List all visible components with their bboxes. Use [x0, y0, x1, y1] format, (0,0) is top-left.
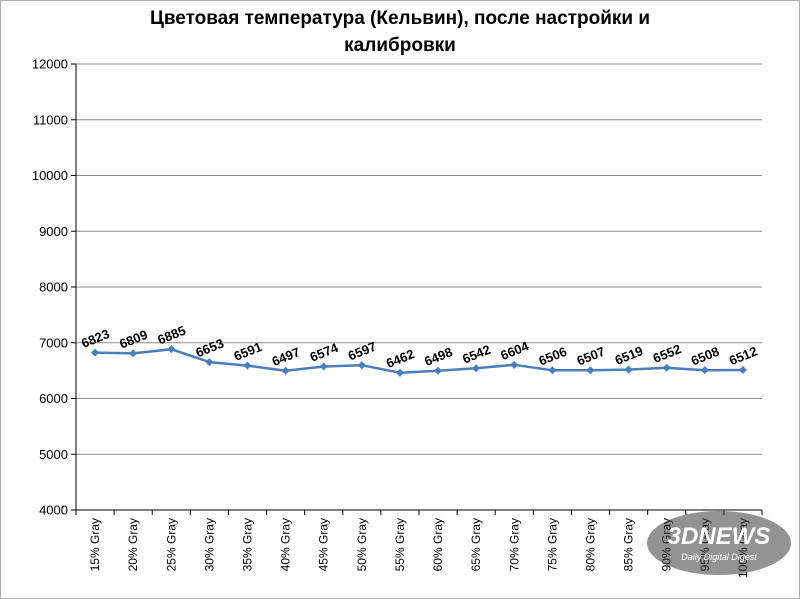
axes [71, 63, 763, 515]
data-label: 6604 [498, 338, 531, 363]
data-point [700, 366, 709, 375]
data-point [167, 345, 176, 354]
y-axis-tick-labels: 4000 5000 6000 7000 8000 9000 10000 11000 12000 [32, 57, 68, 518]
data-label: 6497 [270, 344, 302, 369]
data-label: 6507 [575, 344, 607, 369]
x-tick-label: 60% Gray [431, 518, 445, 571]
data-label: 6653 [193, 336, 225, 361]
data-point [738, 365, 747, 374]
x-tick-label: 80% Gray [584, 518, 598, 571]
y-tick-label: 7000 [39, 335, 68, 350]
data-point [91, 348, 100, 357]
data-point [205, 358, 214, 367]
data-label: 6574 [308, 340, 341, 365]
data-label: 6506 [536, 344, 568, 369]
x-tick-label: 70% Gray [507, 518, 521, 571]
x-tick-label: 40% Gray [279, 518, 293, 571]
y-tick-label: 12000 [32, 57, 68, 72]
data-point [586, 366, 595, 375]
data-label: 6462 [384, 346, 416, 371]
data-label: 6512 [727, 343, 759, 368]
data-point [395, 368, 404, 377]
y-tick-label: 11000 [33, 112, 68, 127]
y-tick-label: 6000 [39, 391, 68, 406]
chart-title-line-1: Цветовая температура (Кельвин), после на… [149, 8, 651, 29]
x-tick-label: 65% Gray [469, 518, 483, 571]
x-tick-label: 85% Gray [622, 518, 636, 571]
watermark-logo: 3DNEWS Daily Digital Digest [647, 511, 791, 575]
data-point [281, 366, 290, 375]
gridlines [76, 63, 762, 455]
data-label: 6542 [460, 342, 492, 367]
data-point [624, 365, 633, 374]
data-point [434, 366, 443, 375]
x-tick-label: 55% Gray [393, 518, 407, 571]
data-point [472, 364, 481, 373]
data-label: 6508 [689, 344, 721, 369]
chart-title: Цветовая температура (Кельвин), после на… [1, 5, 799, 59]
x-tick-label: 25% Gray [164, 518, 178, 571]
x-tick-label: 20% Gray [126, 518, 140, 571]
y-tick-label: 9000 [39, 224, 68, 239]
data-label: 6552 [651, 341, 683, 366]
y-tick-label: 8000 [39, 280, 68, 295]
data-point [243, 361, 252, 370]
data-label: 6519 [613, 343, 645, 368]
data-point [548, 366, 557, 375]
data-point [319, 362, 328, 371]
data-point [357, 361, 366, 370]
y-tick-label: 5000 [39, 447, 68, 462]
x-tick-label: 50% Gray [355, 518, 369, 571]
chart-title-line-2: калибровки [344, 35, 456, 56]
data-label: 6885 [155, 323, 187, 348]
x-tick-label: 15% Gray [88, 518, 102, 571]
data-label: 6809 [117, 327, 149, 352]
x-tick-label: 75% Gray [545, 518, 559, 571]
x-tick-label: 30% Gray [202, 518, 216, 571]
y-tick-label: 10000 [32, 168, 68, 183]
series-line [95, 347, 743, 374]
x-tick-label: 35% Gray [241, 518, 255, 571]
data-label: 6498 [422, 344, 454, 369]
data-point [510, 360, 519, 369]
x-tick-label: 45% Gray [317, 518, 331, 571]
data-point [662, 363, 671, 372]
watermark-tagline: Daily Digital Digest [681, 552, 757, 562]
data-label: 6823 [79, 326, 111, 351]
data-point [129, 349, 138, 358]
series-colour-temperature [91, 345, 747, 377]
watermark-logo-text: 3DNEWS [668, 523, 771, 550]
y-tick-label: 4000 [39, 503, 68, 518]
